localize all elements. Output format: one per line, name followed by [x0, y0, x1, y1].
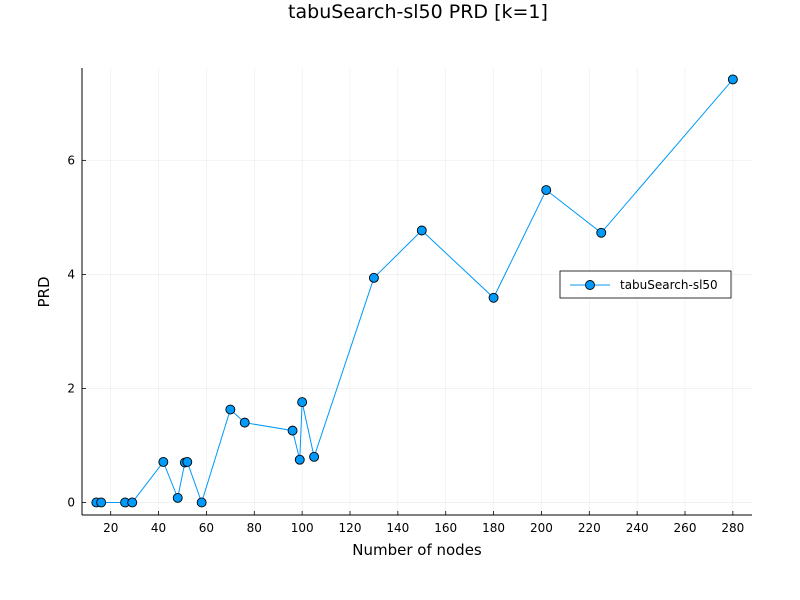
legend-marker [585, 280, 595, 290]
x-tick-label: 180 [482, 521, 505, 535]
legend-label: tabuSearch-sl50 [620, 278, 718, 292]
x-tick-label: 20 [103, 521, 118, 535]
legend: tabuSearch-sl50 [559, 270, 732, 299]
x-tick-label: 220 [578, 521, 601, 535]
chart-title: tabuSearch-sl50 PRD [k=1] [288, 1, 548, 23]
data-point [172, 492, 183, 503]
data-point [596, 227, 607, 238]
x-tick-label: 60 [199, 521, 214, 535]
y-tick-label: 0 [67, 495, 75, 509]
data-point [297, 397, 308, 408]
x-tick-label: 120 [339, 521, 362, 535]
x-tick-label: 140 [386, 521, 409, 535]
y-ticks: 0 2 4 6 [67, 153, 86, 509]
x-tick-label: 240 [626, 521, 649, 535]
x-axis-label: Number of nodes [352, 541, 482, 559]
data-point [158, 457, 169, 467]
x-tick-label: 40 [151, 521, 166, 535]
x-tick-label: 160 [434, 521, 457, 535]
axes [81, 68, 752, 516]
data-point [488, 292, 499, 303]
data-point [239, 417, 250, 428]
data-point [294, 454, 305, 465]
y-tick-label: 2 [67, 381, 75, 395]
data-point [182, 457, 193, 467]
data-point [368, 272, 379, 283]
x-ticks: 20 40 60 80 100 120 140 160 180 200 220 240 260 280 [103, 511, 744, 535]
x-tick-label: 260 [674, 521, 697, 535]
data-point [127, 497, 138, 508]
x-tick-label: 100 [291, 521, 314, 535]
data-point [287, 425, 298, 436]
data-point [727, 74, 738, 85]
data-point [309, 451, 320, 462]
data-point [225, 404, 236, 415]
x-tick-label: 200 [530, 521, 553, 535]
data-point [541, 185, 552, 195]
x-tick-label: 280 [721, 521, 744, 535]
data-point [96, 497, 107, 508]
data-point [196, 497, 207, 508]
y-tick-label: 4 [67, 267, 75, 281]
series-group [91, 74, 738, 508]
y-axis-label: PRD [35, 276, 53, 307]
y-tick-label: 6 [67, 153, 75, 167]
x-tick-label: 80 [247, 521, 262, 535]
data-point [416, 225, 427, 236]
